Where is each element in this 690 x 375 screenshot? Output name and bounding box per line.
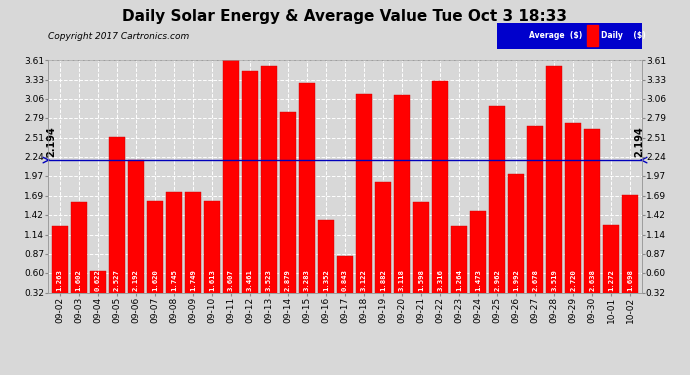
Bar (318, 220, 334, 315)
Text: 3.122: 3.122 (361, 269, 367, 291)
Bar (90, 271, 106, 315)
Bar (261, 66, 277, 315)
Bar (508, 174, 524, 315)
Bar (603, 225, 620, 315)
Text: Average  ($): Average ($) (529, 31, 582, 40)
Bar (451, 226, 467, 315)
Bar (489, 106, 505, 315)
Bar (565, 123, 581, 315)
Text: 3.283: 3.283 (304, 269, 310, 291)
Text: 1.992: 1.992 (513, 269, 519, 291)
Text: 3.461: 3.461 (247, 269, 253, 291)
Text: 1.264: 1.264 (456, 269, 462, 291)
Text: 3.316: 3.316 (437, 269, 443, 291)
Text: 2.879: 2.879 (285, 269, 291, 291)
Text: 1.598: 1.598 (418, 269, 424, 291)
Bar (394, 95, 410, 315)
Text: 2.962: 2.962 (494, 269, 500, 291)
Bar (70, 202, 87, 315)
Text: 2.194: 2.194 (634, 126, 644, 156)
Text: 1.352: 1.352 (323, 269, 329, 291)
Text: 3.523: 3.523 (266, 269, 272, 291)
Text: Daily    ($): Daily ($) (601, 31, 646, 40)
Text: 1.620: 1.620 (152, 269, 158, 291)
Text: 2.638: 2.638 (589, 269, 595, 291)
Bar (204, 201, 220, 315)
Bar (432, 81, 448, 315)
Text: 1.272: 1.272 (609, 269, 614, 291)
Bar (128, 160, 144, 315)
Text: 3.519: 3.519 (551, 269, 558, 291)
Text: 1.749: 1.749 (190, 269, 196, 291)
Bar (109, 136, 125, 315)
Text: 1.602: 1.602 (76, 269, 81, 291)
Bar (280, 112, 296, 315)
Text: Copyright 2017 Cartronics.com: Copyright 2017 Cartronics.com (48, 32, 190, 41)
Bar (413, 202, 429, 315)
Text: 0.622: 0.622 (95, 269, 101, 291)
Bar (546, 66, 562, 315)
Text: 2.720: 2.720 (570, 269, 576, 291)
Bar (166, 192, 182, 315)
Text: 3.607: 3.607 (228, 269, 234, 291)
Bar (241, 70, 258, 315)
Text: 1.745: 1.745 (171, 269, 177, 291)
Bar (375, 182, 391, 315)
Text: 1.473: 1.473 (475, 269, 481, 291)
Bar (299, 83, 315, 315)
Bar (527, 126, 543, 315)
Text: 1.882: 1.882 (380, 269, 386, 291)
Text: 2.194: 2.194 (46, 126, 56, 156)
Text: 2.192: 2.192 (132, 269, 139, 291)
Bar (185, 192, 201, 315)
Bar (584, 129, 600, 315)
Text: 3.118: 3.118 (399, 269, 405, 291)
Bar (147, 201, 163, 315)
Bar (52, 226, 68, 315)
Text: 1.698: 1.698 (627, 269, 633, 291)
Text: 1.263: 1.263 (57, 269, 63, 291)
Bar (622, 195, 638, 315)
Bar (498, 25, 524, 46)
Bar (356, 94, 372, 315)
Text: 0.843: 0.843 (342, 269, 348, 291)
Text: 1.613: 1.613 (209, 269, 215, 291)
Text: 2.527: 2.527 (114, 269, 120, 291)
Bar (586, 25, 598, 46)
Bar (337, 255, 353, 315)
Bar (470, 211, 486, 315)
Text: Daily Solar Energy & Average Value Tue Oct 3 18:33: Daily Solar Energy & Average Value Tue O… (123, 9, 567, 24)
Bar (223, 60, 239, 315)
Text: 2.678: 2.678 (532, 269, 538, 291)
